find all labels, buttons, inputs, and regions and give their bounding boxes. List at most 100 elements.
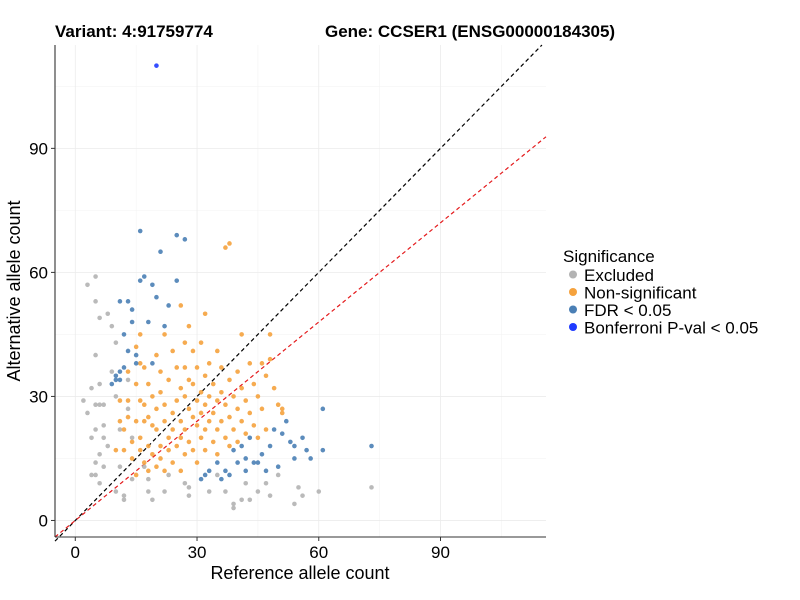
data-point-non-significant: [129, 456, 135, 461]
data-point-excluded: [101, 402, 106, 407]
data-point-fdr-0-05: [288, 439, 293, 445]
data-point-non-significant: [279, 410, 285, 416]
data-point-fdr-0-05: [198, 476, 204, 482]
data-point-excluded: [81, 398, 86, 403]
data-point-non-significant: [198, 435, 204, 441]
data-point-non-significant: [121, 447, 127, 453]
y-tick-label: 30: [29, 387, 48, 406]
data-point-non-significant: [158, 456, 163, 461]
data-point-non-significant: [243, 398, 249, 403]
data-point-fdr-0-05: [109, 381, 115, 387]
reference-line-identity: [54, 44, 543, 542]
chart-title-gene: Gene: CCSER1 (ENSG00000184305): [325, 22, 615, 41]
data-point-non-significant: [178, 385, 184, 391]
data-point-excluded: [93, 274, 98, 279]
data-point-non-significant: [194, 398, 200, 403]
legend: Significance ExcludedNon-significantFDR …: [563, 247, 758, 338]
data-point-non-significant: [182, 340, 188, 345]
data-point-non-significant: [182, 427, 188, 432]
data-point-fdr-0-05: [263, 468, 269, 474]
data-point-fdr-0-05: [215, 460, 220, 465]
data-point-non-significant: [174, 398, 180, 403]
data-point-non-significant: [137, 435, 143, 441]
data-point-fdr-0-05: [251, 460, 257, 465]
data-point-fdr-0-05: [292, 443, 297, 449]
data-point-excluded: [117, 427, 123, 432]
data-point-non-significant: [125, 414, 131, 420]
data-point-excluded: [89, 435, 94, 441]
data-point-non-significant: [223, 245, 228, 250]
data-point-non-significant: [227, 377, 232, 383]
ticks: 0 30 60 90 0 30 60 90: [29, 139, 450, 562]
data-point-non-significant: [235, 369, 240, 374]
grid: [55, 45, 546, 537]
data-point-excluded: [296, 485, 301, 490]
data-point-non-significant: [166, 447, 171, 453]
data-point-excluded: [129, 435, 135, 441]
data-point-non-significant: [231, 427, 236, 432]
data-point-non-significant: [133, 381, 139, 387]
data-point-excluded: [162, 489, 167, 494]
data-point-non-significant: [150, 452, 155, 457]
data-point-non-significant: [190, 414, 196, 420]
data-point-non-significant: [251, 423, 257, 428]
data-point-fdr-0-05: [129, 319, 135, 325]
data-point-fdr-0-05: [150, 282, 155, 288]
legend-title: Significance: [563, 247, 655, 266]
data-point-fdr-0-05: [117, 369, 123, 374]
data-point-non-significant: [255, 394, 261, 399]
data-point-excluded: [101, 435, 106, 441]
data-point-fdr-0-05: [137, 228, 143, 234]
data-point-excluded: [93, 352, 98, 358]
data-point-non-significant: [251, 381, 257, 387]
data-point-fdr-0-05: [162, 323, 167, 329]
data-point-non-significant: [194, 460, 200, 465]
data-point-non-significant: [158, 443, 163, 449]
data-point-fdr-0-05: [300, 435, 305, 441]
data-point-non-significant: [154, 464, 159, 470]
data-point-excluded: [101, 423, 106, 428]
data-point-excluded: [239, 497, 244, 503]
data-point-fdr-0-05: [182, 237, 188, 242]
data-point-excluded: [97, 315, 102, 321]
data-point-non-significant: [178, 303, 184, 308]
legend-key-3: [569, 323, 577, 331]
data-point-non-significant: [198, 340, 204, 345]
data-point-excluded: [93, 402, 98, 407]
data-point-non-significant: [174, 365, 180, 370]
data-point-excluded: [243, 480, 249, 486]
data-point-fdr-0-05: [279, 431, 285, 436]
data-point-non-significant: [158, 389, 163, 395]
data-point-non-significant: [231, 394, 236, 399]
data-point-non-significant: [219, 389, 224, 395]
data-point-excluded: [206, 489, 212, 494]
data-point-fdr-0-05: [206, 468, 212, 474]
data-point-fdr-0-05: [259, 452, 265, 457]
data-point-fdr-0-05: [243, 468, 249, 474]
legend-key-2: [569, 305, 577, 314]
data-point-fdr-0-05: [275, 464, 281, 470]
data-point-fdr-0-05: [117, 377, 123, 383]
x-tick-label: 0: [71, 543, 80, 562]
data-point-excluded: [105, 443, 111, 449]
data-point-excluded: [125, 377, 131, 383]
data-point-excluded: [85, 410, 90, 416]
data-point-non-significant: [223, 435, 228, 441]
data-point-non-significant: [146, 468, 151, 474]
legend-key-1: [569, 288, 577, 296]
data-point-excluded: [113, 489, 119, 494]
data-point-fdr-0-05: [247, 435, 253, 441]
data-point-non-significant: [267, 356, 273, 362]
data-point-non-significant: [247, 361, 253, 366]
data-point-non-significant: [113, 447, 119, 453]
data-point-excluded: [129, 476, 135, 482]
x-tick-label: 90: [431, 543, 450, 562]
data-point-non-significant: [141, 460, 147, 465]
data-point-non-significant: [186, 439, 192, 445]
data-point-non-significant: [186, 406, 192, 412]
data-point-excluded: [117, 464, 123, 470]
data-point-non-significant: [133, 418, 139, 424]
data-point-excluded: [93, 427, 98, 432]
data-point-non-significant: [206, 418, 212, 424]
data-point-non-significant: [170, 460, 175, 465]
